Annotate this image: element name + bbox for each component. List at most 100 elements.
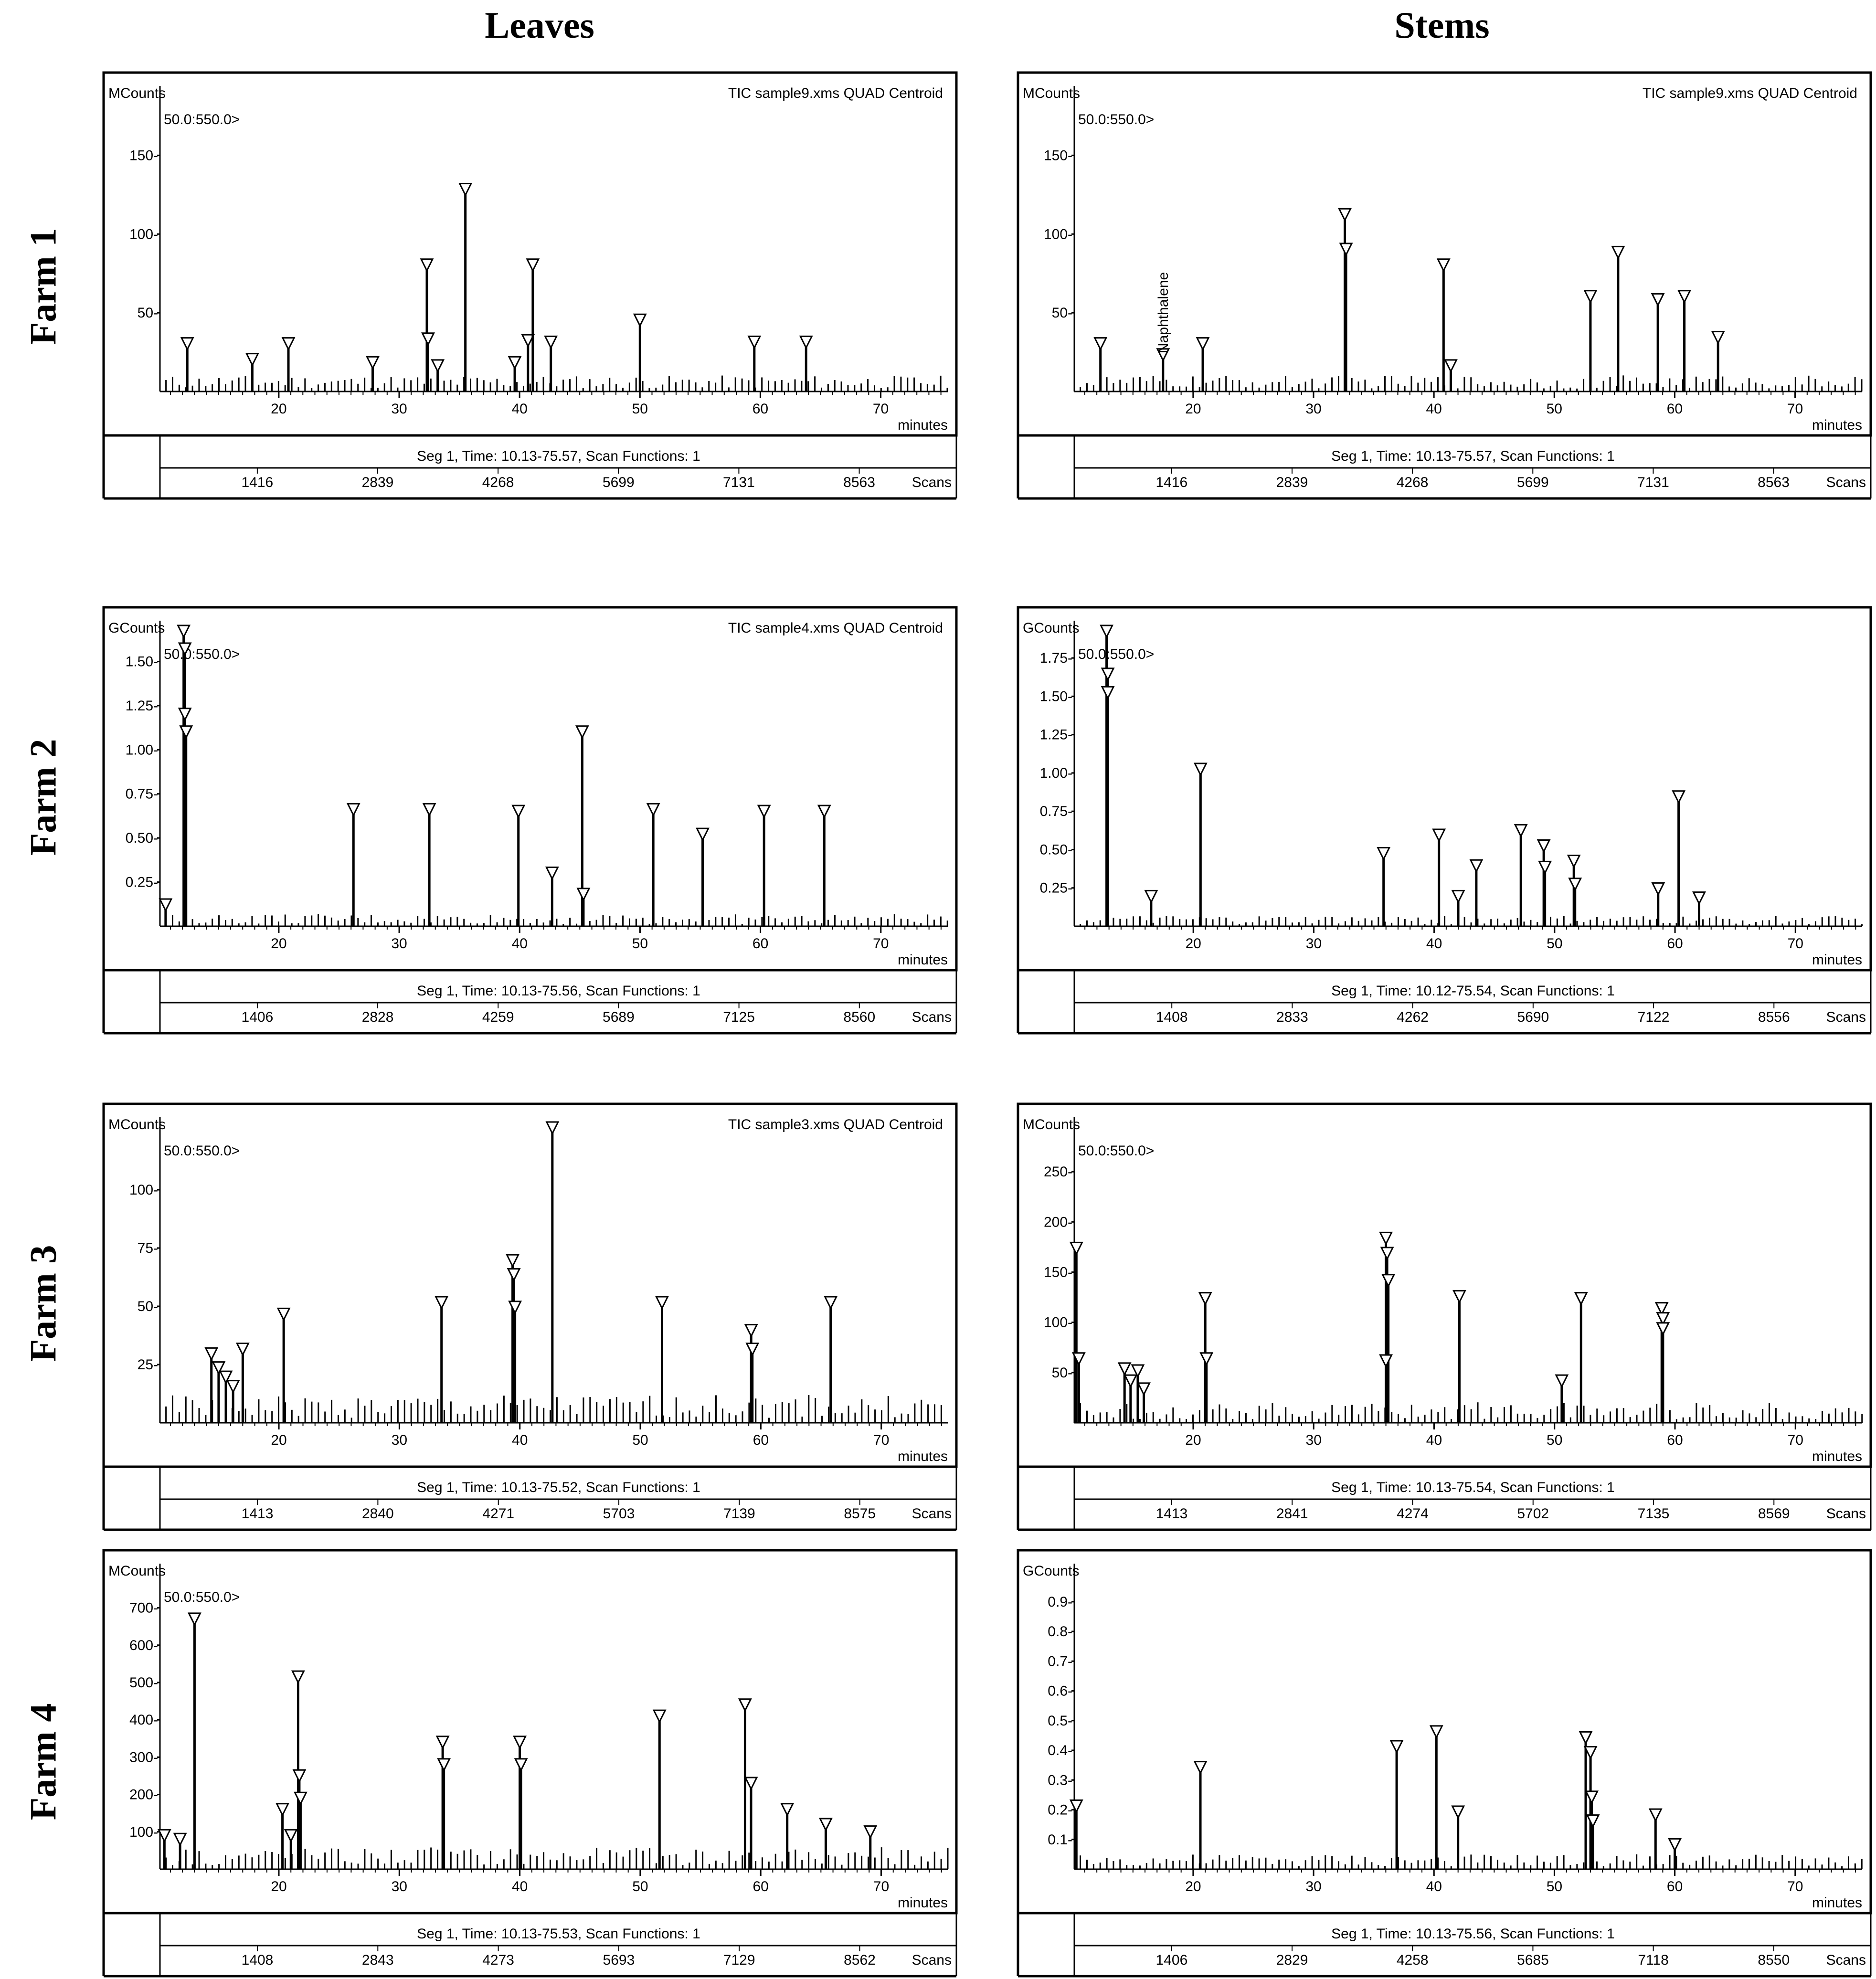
scan-label: 7125 bbox=[723, 1009, 755, 1025]
peak-marker bbox=[757, 804, 771, 819]
peak-marker bbox=[1651, 882, 1665, 896]
row-header-farm-2: Farm 2 bbox=[22, 739, 64, 856]
y-tick-label: 50- bbox=[138, 305, 158, 321]
scan-label: 5699 bbox=[603, 475, 635, 490]
plot-frame bbox=[1017, 1549, 1872, 1915]
scan-label: 5702 bbox=[1517, 1506, 1549, 1522]
scan-label: 4274 bbox=[1397, 1506, 1429, 1522]
unit-label: GCounts bbox=[1023, 620, 1079, 636]
chromatogram-farm2-leaves: GCounts 50.0:550.0> TIC sample4.xms QUAD C… bbox=[102, 606, 958, 1036]
peak-marker bbox=[235, 1343, 250, 1356]
x-tick-label: 40 bbox=[512, 1879, 528, 1894]
y-tick-label: 100- bbox=[129, 1182, 158, 1198]
peak-marker bbox=[1429, 1725, 1443, 1739]
x-tick-label: 30 bbox=[1305, 401, 1321, 417]
y-tick-label: 50- bbox=[1052, 305, 1072, 321]
mass-range: 50.0:550.0> bbox=[1078, 1143, 1154, 1159]
scan-label: 2843 bbox=[362, 1952, 394, 1968]
column-header-stems: Stems bbox=[1394, 4, 1490, 46]
x-axis-label: minutes bbox=[1812, 952, 1862, 968]
peak-marker bbox=[1651, 293, 1665, 307]
unit-label: MCounts bbox=[1023, 85, 1080, 101]
y-tick-label: 50- bbox=[1052, 1365, 1072, 1381]
y-tick-label: 1.25- bbox=[1040, 727, 1072, 743]
x-axis-label: minutes bbox=[898, 417, 948, 433]
scan-label: 7135 bbox=[1638, 1506, 1670, 1522]
scans-axis-label: Scans bbox=[1826, 1506, 1866, 1522]
scan-label: 7139 bbox=[723, 1506, 755, 1522]
trace-header: TIC sample9.xms QUAD Centroid bbox=[728, 85, 943, 101]
peak-marker bbox=[506, 1254, 520, 1268]
y-tick-label: 1.25- bbox=[126, 698, 158, 714]
chart-svg: MCounts 50.0:550.0> 50- 100- 150- 200- 250- 20 3… bbox=[1017, 1102, 1872, 1531]
x-tick-label: 40 bbox=[1426, 1879, 1442, 1894]
y-tick-label: 200- bbox=[1044, 1214, 1072, 1230]
segment-info: Seg 1, Time: 10.13-75.56, Scan Functions… bbox=[1331, 1926, 1615, 1942]
scan-label: 7118 bbox=[1638, 1952, 1669, 1968]
peak-marker bbox=[1567, 855, 1581, 868]
peak-marker bbox=[1538, 860, 1552, 875]
peak-marker bbox=[458, 183, 473, 197]
peak-marker bbox=[513, 1736, 527, 1750]
y-tick-label: 0.5- bbox=[1048, 1713, 1072, 1729]
x-axis-label: minutes bbox=[898, 1895, 948, 1911]
mass-range: 50.0:550.0> bbox=[164, 1143, 240, 1159]
peak-marker bbox=[437, 1758, 451, 1772]
x-tick-label: 50 bbox=[632, 1432, 648, 1448]
x-tick-label: 30 bbox=[392, 1879, 407, 1894]
peak-marker bbox=[1379, 1231, 1393, 1246]
peak-marker bbox=[1199, 1352, 1214, 1366]
x-tick-label: 70 bbox=[873, 401, 889, 417]
peak-marker bbox=[817, 804, 831, 819]
y-tick-label: 0.4- bbox=[1048, 1743, 1072, 1758]
peak-marker bbox=[1574, 1292, 1588, 1306]
y-tick-label: 150- bbox=[1044, 1264, 1072, 1280]
y-tick-label: 0.2- bbox=[1048, 1802, 1072, 1818]
peak-marker bbox=[1436, 258, 1451, 273]
scan-label: 4268 bbox=[1397, 475, 1429, 490]
peak-marker bbox=[366, 356, 380, 370]
x-tick-label: 60 bbox=[1667, 401, 1683, 417]
y-tick-label: 1.50- bbox=[126, 654, 158, 669]
peak-marker bbox=[178, 708, 192, 722]
x-axis-label: minutes bbox=[1812, 1895, 1862, 1911]
x-tick-label: 60 bbox=[753, 401, 768, 417]
peak-marker bbox=[179, 725, 193, 740]
segment-info: Seg 1, Time: 10.13-75.53, Scan Functions… bbox=[417, 1926, 700, 1942]
peak-marker bbox=[284, 1829, 298, 1843]
peak-marker bbox=[652, 1709, 667, 1724]
peak-marker bbox=[1101, 667, 1115, 682]
peak-marker bbox=[1656, 1312, 1670, 1326]
peak-marker bbox=[1451, 1805, 1465, 1820]
y-tick-label: 0.50- bbox=[126, 830, 158, 846]
x-tick-label: 30 bbox=[1305, 1879, 1321, 1894]
scans-axis-label: Scans bbox=[912, 1506, 952, 1522]
peak-marker bbox=[178, 642, 192, 656]
y-tick-label: 0.6- bbox=[1048, 1683, 1072, 1699]
peak-marker bbox=[1193, 762, 1208, 777]
peak-marker bbox=[173, 1832, 187, 1847]
x-tick-label: 50 bbox=[1547, 401, 1562, 417]
peak-marker bbox=[1131, 1364, 1145, 1378]
plot-frame bbox=[1017, 71, 1872, 437]
x-tick-label: 30 bbox=[1306, 936, 1322, 952]
peak-marker bbox=[544, 335, 558, 349]
unit-label: GCounts bbox=[1023, 1563, 1079, 1579]
peak-marker bbox=[1144, 889, 1158, 904]
chromatogram-farm3-leaves: MCounts 50.0:550.0> TIC sample3.xms QUAD C… bbox=[102, 1102, 958, 1533]
chart-svg: MCounts 50.0:550.0> 100- 200- 300- 400- 500- 60… bbox=[102, 1549, 958, 1978]
segment-info: Seg 1, Time: 10.13-75.57, Scan Functions… bbox=[417, 448, 700, 464]
x-tick-label: 60 bbox=[1667, 1432, 1683, 1448]
peak-marker bbox=[1432, 828, 1446, 843]
x-axis-label: minutes bbox=[1812, 1449, 1862, 1464]
peak-marker bbox=[187, 1612, 201, 1627]
scans-axis-label: Scans bbox=[1826, 1952, 1866, 1968]
scan-label: 8560 bbox=[843, 1009, 875, 1025]
unit-label: MCounts bbox=[108, 1563, 166, 1579]
scan-label: 2841 bbox=[1276, 1506, 1308, 1522]
x-tick-label: 40 bbox=[512, 936, 528, 952]
scan-label: 8563 bbox=[843, 475, 875, 490]
scan-label: 4259 bbox=[482, 1009, 514, 1025]
peak-marker bbox=[1452, 1290, 1466, 1304]
unit-label: MCounts bbox=[108, 1117, 166, 1132]
